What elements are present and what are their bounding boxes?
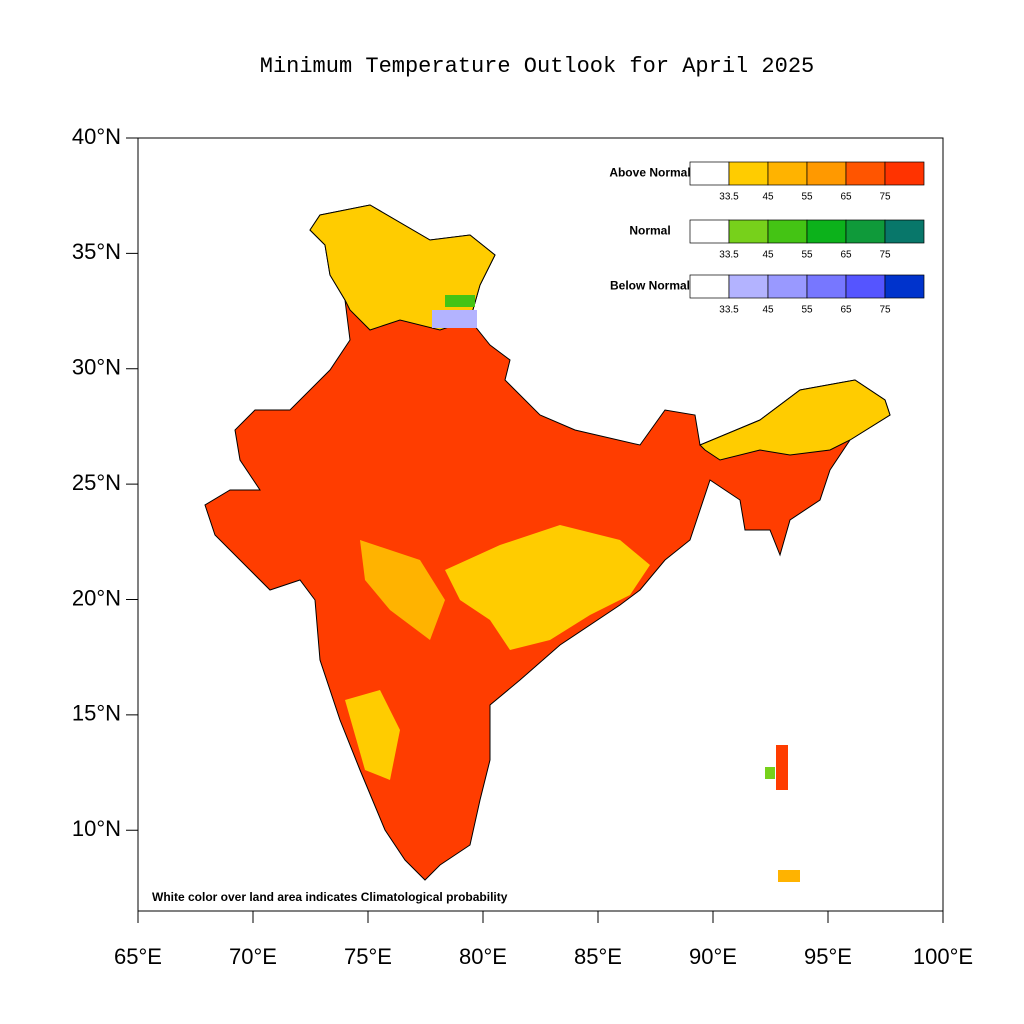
- legend-swatch: [884, 161, 925, 186]
- legend-tick-label: 75: [879, 250, 891, 261]
- y-tick-label: 15°N: [72, 701, 121, 726]
- x-tick-label: 85°E: [574, 944, 622, 969]
- below-normal-cell: [432, 310, 477, 328]
- legend-swatch: [806, 274, 847, 299]
- legend-swatch: [845, 161, 886, 186]
- legend-swatch: [806, 161, 847, 186]
- legend-swatch: [767, 219, 808, 244]
- x-tick-label: 75°E: [344, 944, 392, 969]
- footnote: White color over land area indicates Cli…: [152, 890, 508, 904]
- x-tick-label: 95°E: [804, 944, 852, 969]
- legend-swatch: [845, 274, 886, 299]
- y-tick-label: 10°N: [72, 816, 121, 841]
- legend-tick-label: 65: [840, 250, 852, 261]
- legend-tick-label: 45: [762, 192, 774, 203]
- nicobar-islands: [778, 870, 800, 882]
- region-yellow-south: [345, 690, 400, 780]
- x-tick-label: 90°E: [689, 944, 737, 969]
- x-tick-label: 70°E: [229, 944, 277, 969]
- legend-swatch: [845, 219, 886, 244]
- andaman-normal: [765, 767, 775, 779]
- legend-swatch: [689, 161, 730, 186]
- legend-swatch: [689, 274, 730, 299]
- legend-tick-label: 55: [801, 192, 813, 203]
- legend-tick-label: 45: [762, 305, 774, 316]
- region-yellow-northeast: [699, 379, 891, 461]
- legend-tick-label: 65: [840, 192, 852, 203]
- region-yellow-east: [445, 525, 650, 650]
- region-orange-central: [360, 540, 445, 640]
- title: Minimum Temperature Outlook for April 20…: [260, 54, 815, 79]
- legend-tick-label: 33.5: [719, 305, 739, 316]
- y-tick-label: 20°N: [72, 585, 121, 610]
- andaman-islands: [776, 745, 788, 790]
- legend-tick-label: 75: [879, 305, 891, 316]
- legend-tick-label: 65: [840, 305, 852, 316]
- legend-swatch: [767, 161, 808, 186]
- legend-swatch: [884, 274, 925, 299]
- map-frame: [137, 137, 944, 912]
- legend-tick-label: 55: [801, 305, 813, 316]
- legend-tick-label: 75: [879, 192, 891, 203]
- legend-name: Below Normal: [610, 279, 690, 293]
- legend-swatch: [767, 274, 808, 299]
- legend-name: Above Normal: [609, 166, 690, 180]
- legend-swatch: [728, 274, 769, 299]
- y-tick-label: 40°N: [72, 124, 121, 149]
- legend-swatch: [884, 219, 925, 244]
- legend-swatch: [806, 219, 847, 244]
- legend-tick-label: 33.5: [719, 250, 739, 261]
- y-tick-label: 30°N: [72, 355, 121, 380]
- legend-tick-label: 33.5: [719, 192, 739, 203]
- x-tick-label: 100°E: [913, 944, 973, 969]
- india-map: [204, 204, 891, 882]
- x-tick-label: 80°E: [459, 944, 507, 969]
- legend-swatch: [689, 219, 730, 244]
- legend-tick-label: 45: [762, 250, 774, 261]
- normal-cell: [445, 295, 475, 307]
- legend-name: Normal: [629, 224, 670, 238]
- y-tick-label: 25°N: [72, 470, 121, 495]
- legend-tick-label: 55: [801, 250, 813, 261]
- y-tick-label: 35°N: [72, 239, 121, 264]
- legend-swatch: [728, 219, 769, 244]
- x-tick-label: 65°E: [114, 944, 162, 969]
- legend-swatch: [728, 161, 769, 186]
